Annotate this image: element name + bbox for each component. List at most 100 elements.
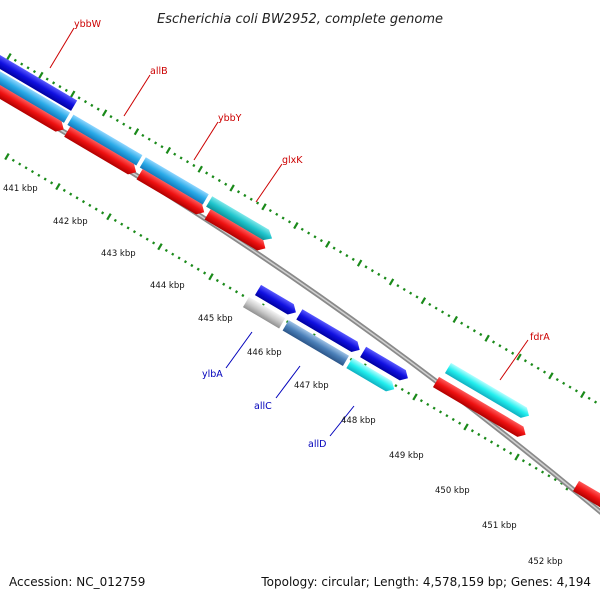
minor-tick bbox=[241, 293, 245, 298]
minor-tick bbox=[504, 347, 508, 352]
major-tick bbox=[514, 453, 520, 461]
minor-tick bbox=[43, 177, 47, 181]
major-tick bbox=[38, 71, 44, 79]
minor-tick bbox=[94, 207, 98, 211]
minor-tick bbox=[483, 436, 487, 440]
minor-tick bbox=[217, 178, 221, 183]
tick-label-449: 449 kbp bbox=[389, 451, 424, 461]
minor-tick bbox=[81, 200, 86, 204]
cds-segment-red-3 bbox=[136, 169, 205, 215]
minor-tick bbox=[190, 263, 194, 268]
minor-tick bbox=[234, 290, 239, 294]
minor-tick bbox=[24, 166, 28, 170]
minor-tick bbox=[438, 410, 443, 414]
minor-tick bbox=[536, 366, 540, 370]
minor-tick bbox=[445, 414, 449, 418]
map-title: Escherichia coli BW2952, complete genome bbox=[157, 12, 443, 27]
minor-tick bbox=[126, 226, 130, 230]
minor-tick bbox=[400, 387, 404, 392]
minor-tick bbox=[426, 402, 430, 407]
major-tick bbox=[293, 221, 299, 230]
minor-tick bbox=[458, 421, 462, 425]
minor-tick bbox=[215, 278, 219, 283]
minor-tick bbox=[52, 81, 56, 85]
minor-tick bbox=[222, 282, 226, 286]
major-tick bbox=[452, 315, 458, 324]
minor-tick bbox=[472, 329, 476, 333]
minor-tick bbox=[101, 211, 105, 215]
cds-row-reverse-2 bbox=[242, 296, 395, 392]
minor-tick bbox=[428, 302, 432, 307]
tick-label-444: 444 kbp bbox=[150, 281, 185, 291]
tick-label-442: 442 kbp bbox=[53, 217, 88, 227]
major-tick bbox=[208, 273, 214, 281]
cds-segment-blue-small bbox=[254, 284, 296, 315]
cds-segment-red-4 bbox=[204, 209, 266, 251]
minor-tick bbox=[275, 212, 279, 216]
gene-label-alld: allD bbox=[308, 439, 326, 450]
gene-label-allb: allB bbox=[150, 66, 168, 77]
minor-tick bbox=[58, 85, 62, 89]
tick-label-451: 451 kbp bbox=[482, 521, 517, 531]
minor-tick bbox=[574, 389, 578, 393]
minor-tick bbox=[13, 58, 17, 62]
minor-tick bbox=[555, 377, 559, 382]
minor-tick bbox=[509, 451, 513, 455]
major-tick bbox=[463, 423, 469, 431]
cds-row-fdra-red bbox=[432, 376, 526, 437]
minor-tick bbox=[122, 122, 126, 126]
minor-tick bbox=[364, 265, 368, 269]
minor-tick bbox=[154, 141, 158, 145]
minor-tick bbox=[460, 321, 464, 325]
minor-tick bbox=[530, 362, 534, 367]
minor-tick bbox=[313, 235, 317, 239]
minor-tick bbox=[115, 118, 119, 122]
cds-segment-cyan-fdra bbox=[444, 362, 529, 418]
cds-segment-red-1 bbox=[0, 80, 64, 132]
minor-tick bbox=[466, 325, 470, 329]
minor-tick bbox=[205, 171, 209, 175]
minor-tick bbox=[351, 257, 355, 261]
major-tick bbox=[420, 297, 427, 305]
cds-row-fdra bbox=[444, 362, 529, 418]
kbp-tick-labels: 441 kbp 442 kbp 443 kbp 444 kbp 445 kbp … bbox=[3, 184, 563, 567]
major-tick bbox=[356, 259, 363, 267]
minor-tick bbox=[249, 197, 253, 201]
minor-tick bbox=[300, 227, 304, 231]
tick-label-452: 452 kbp bbox=[528, 557, 563, 567]
minor-tick bbox=[69, 192, 73, 196]
minor-tick bbox=[547, 474, 551, 478]
minor-tick bbox=[470, 429, 474, 433]
minor-tick bbox=[256, 201, 260, 205]
major-tick bbox=[4, 152, 10, 161]
minor-tick bbox=[141, 133, 145, 138]
minor-tick bbox=[211, 175, 215, 179]
minor-tick bbox=[281, 216, 285, 220]
cds-segment-blue-3 bbox=[360, 346, 408, 381]
tick-label-447: 447 kbp bbox=[294, 381, 329, 391]
minor-tick bbox=[332, 246, 336, 250]
major-tick bbox=[261, 203, 267, 211]
outer-tick-row bbox=[6, 52, 598, 404]
minor-tick bbox=[502, 447, 506, 452]
major-tick bbox=[55, 183, 61, 191]
major-tick bbox=[325, 240, 331, 248]
minor-tick bbox=[160, 145, 164, 149]
gene-label-ybbw: ybbW bbox=[74, 19, 102, 30]
cds-segment-teal bbox=[206, 196, 273, 241]
minor-tick bbox=[139, 233, 143, 238]
cds-segment-red-edge bbox=[572, 480, 600, 522]
minor-tick bbox=[338, 250, 343, 254]
gene-label-ybby: ybbY bbox=[218, 113, 242, 124]
minor-tick bbox=[568, 385, 572, 389]
minor-tick bbox=[407, 391, 411, 395]
minor-tick bbox=[37, 173, 41, 177]
minor-tick bbox=[32, 69, 37, 74]
minor-tick bbox=[173, 152, 177, 156]
minor-tick bbox=[183, 260, 188, 264]
tick-label-445: 445 kbp bbox=[198, 314, 233, 324]
cds-segment-cyan-small bbox=[346, 357, 395, 392]
minor-tick bbox=[30, 169, 35, 174]
minor-tick bbox=[523, 359, 527, 363]
